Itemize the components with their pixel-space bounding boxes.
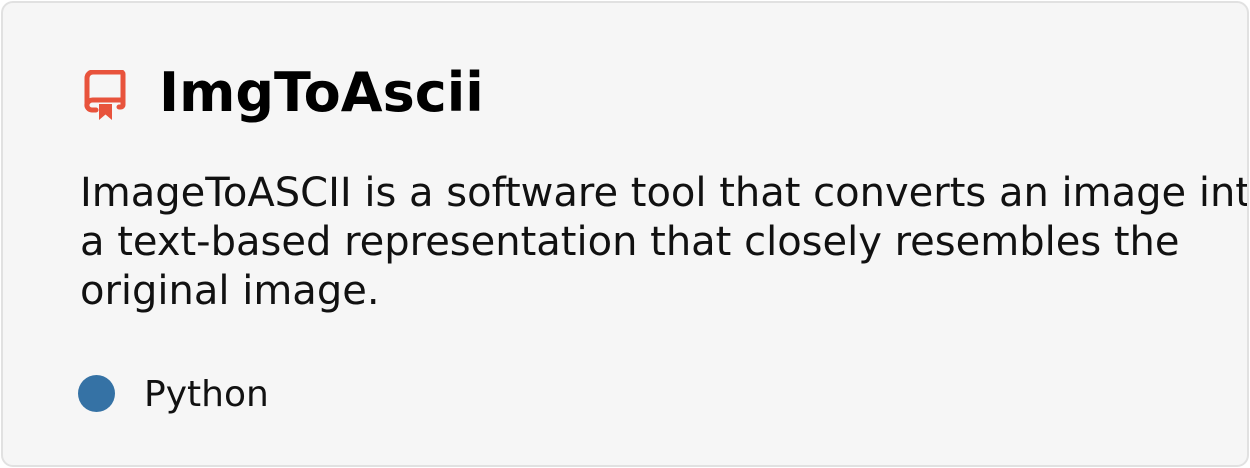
repo-description: ImageToASCII is a software tool that con… bbox=[80, 170, 1247, 314]
repo-icon bbox=[84, 69, 126, 122]
repo-icon-bookmark bbox=[99, 104, 112, 120]
language-name: Python bbox=[144, 374, 269, 415]
language-color-dot bbox=[78, 375, 115, 412]
repo-icon-book bbox=[90, 69, 126, 110]
repo-title[interactable]: ImgToAscii bbox=[159, 61, 484, 124]
